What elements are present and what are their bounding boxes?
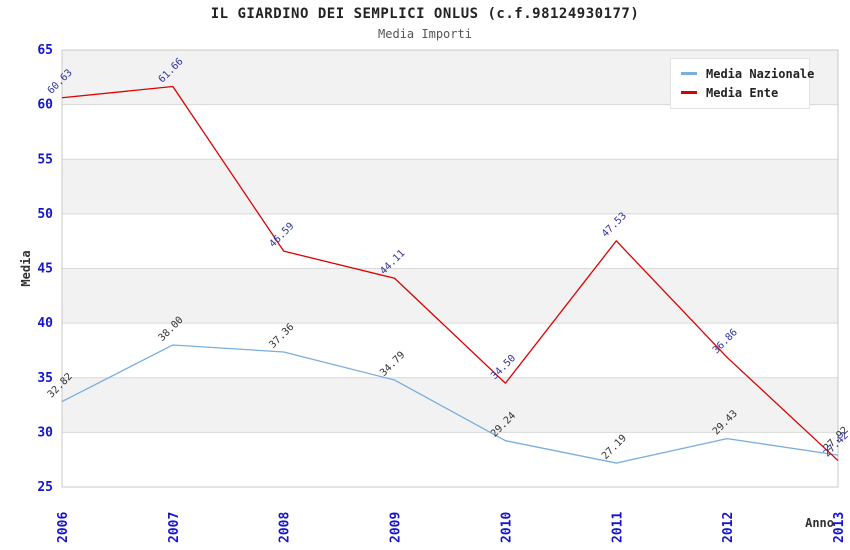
x-tick-label: 2013 (832, 512, 847, 543)
y-tick-label: 65 (37, 43, 53, 58)
plot-band (62, 268, 838, 324)
x-tick-label: 2008 (278, 512, 293, 543)
chart-subtitle: Media Importi (378, 27, 472, 41)
x-tick-label: 2007 (167, 512, 182, 543)
plot-band (62, 323, 838, 378)
plot-border (61, 49, 839, 488)
legend: Media Nazionale Media Ente (670, 58, 814, 109)
x-tick-label: 2010 (499, 512, 514, 543)
y-tick-label: 60 (37, 98, 53, 113)
y-tick-label: 40 (37, 316, 53, 331)
legend-swatch-media-nazionale-icon (681, 72, 697, 75)
y-tick-label: 45 (37, 262, 53, 277)
series-line-media-nazionale (61, 344, 839, 464)
legend-swatch-media-ente-icon (681, 91, 697, 94)
y-axis-title: Media (19, 250, 33, 286)
y-tick-label: 30 (37, 425, 53, 440)
chart-title: IL GIARDINO DEI SEMPLICI ONLUS (c.f.9812… (210, 6, 640, 22)
x-tick-label: 2009 (389, 512, 404, 543)
plot-band (62, 159, 838, 214)
legend-label-media-nazionale: Media Nazionale (706, 66, 815, 81)
plot-band (62, 432, 838, 487)
plot-band (62, 377, 838, 433)
y-tick-label: 35 (37, 371, 53, 386)
legend-label-media-ente: Media Ente (706, 85, 779, 100)
plot-band (62, 104, 838, 160)
x-tick-label: 2012 (721, 512, 736, 543)
series-line-media-ente (61, 85, 839, 462)
y-tick-label: 55 (37, 152, 53, 167)
x-tick-label: 2006 (56, 512, 71, 543)
y-tick-label: 50 (37, 207, 53, 222)
legend-item-media-ente: Media Ente (681, 83, 799, 102)
x-axis-title: Anno (805, 516, 834, 530)
plot-band (62, 213, 838, 269)
legend-item-media-nazionale: Media Nazionale (681, 64, 814, 83)
y-tick-label: 25 (37, 480, 53, 495)
x-tick-label: 2011 (610, 512, 625, 543)
